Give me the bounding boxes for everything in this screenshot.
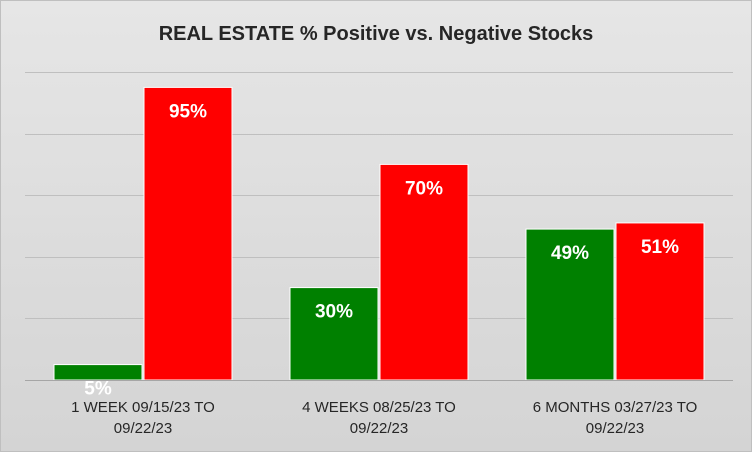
data-label: 95% [169,101,207,122]
data-label: 51% [641,237,679,258]
bar-series-1-cat-2 [615,222,705,381]
category-label: 6 MONTHS 03/27/23 TO [533,399,698,416]
bar-series-0-cat-2 [525,228,615,381]
category-label: 1 WEEK 09/15/23 TO [71,399,215,416]
data-label: 49% [551,243,589,264]
data-label: 30% [315,302,353,323]
category-labels: 1 WEEK 09/15/23 TO 09/22/23 4 WEEKS 08/25/… [71,399,697,437]
bars: 5% 95% 30% 70% 49% 51% [53,86,705,400]
data-label: 70% [405,178,443,199]
category-label: 09/22/23 [114,420,172,437]
data-label: 5% [84,379,112,400]
bar-series-1-cat-0 [143,86,233,381]
gridlines [25,72,733,319]
category-label: 09/22/23 [350,420,408,437]
bar-series-0-cat-1 [289,287,379,381]
category-label: 09/22/23 [586,420,644,437]
chart-title: REAL ESTATE % Positive vs. Negative Stoc… [159,23,594,45]
category-label: 4 WEEKS 08/25/23 TO [302,399,456,416]
